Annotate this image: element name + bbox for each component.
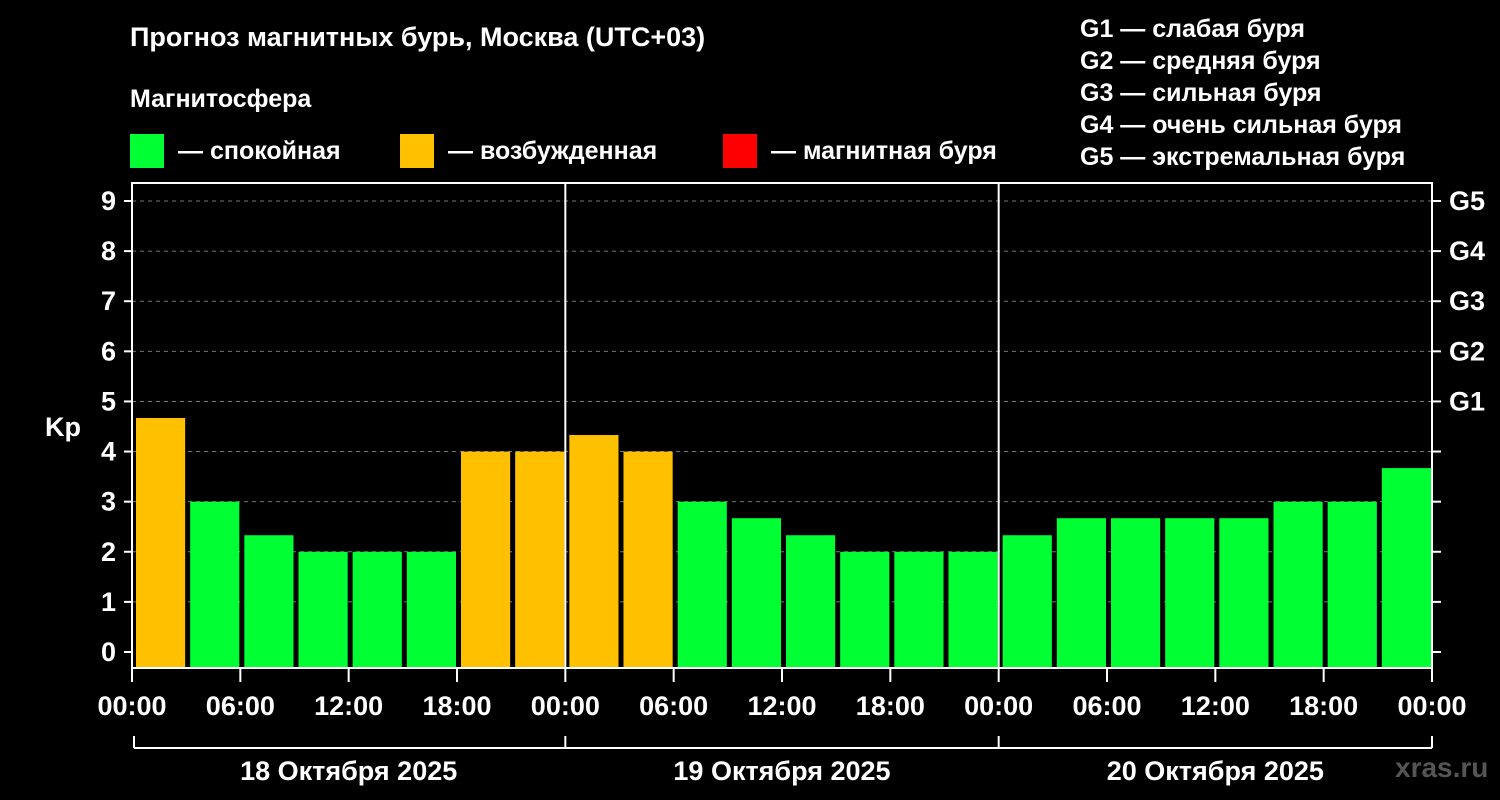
legend-swatch-quiet <box>130 134 164 168</box>
date-label-1: 19 Октября 2025 <box>673 756 890 786</box>
bar-13 <box>840 551 890 668</box>
x-tick-label-4: 00:00 <box>531 691 600 721</box>
y-tick-label-6: 6 <box>101 336 116 366</box>
g-tick-label-g3: G3 <box>1449 286 1485 316</box>
chart-title: Прогноз магнитных бурь, Москва (UTC+03) <box>130 22 706 52</box>
x-tick-label-11: 18:00 <box>1289 691 1358 721</box>
g-tick-label-g4: G4 <box>1449 236 1485 266</box>
g-legend-g4: G4 — очень сильная буря <box>1080 111 1402 139</box>
bar-16 <box>1002 535 1052 668</box>
bar-21 <box>1273 501 1323 668</box>
x-tick-label-10: 12:00 <box>1181 691 1250 721</box>
x-tick-label-7: 18:00 <box>856 691 925 721</box>
watermark: xras.ru <box>1395 752 1489 783</box>
bar-12 <box>786 535 836 668</box>
legend-swatch-storm <box>723 134 757 168</box>
bar-20 <box>1219 518 1269 668</box>
legend-label-excited: — возбужденная <box>448 136 658 165</box>
bar-17 <box>1056 518 1106 668</box>
y-tick-label-8: 8 <box>101 236 116 266</box>
legend-label-storm: — магнитная буря <box>771 136 997 165</box>
y-tick-label-2: 2 <box>101 537 116 567</box>
g-legend-g5: G5 — экстремальная буря <box>1080 143 1406 171</box>
bar-6 <box>461 451 511 668</box>
bar-18 <box>1111 518 1161 668</box>
y-tick-label-3: 3 <box>101 487 116 517</box>
x-tick-label-0: 00:00 <box>97 691 166 721</box>
bar-2 <box>244 535 294 668</box>
x-tick-label-6: 12:00 <box>747 691 816 721</box>
bar-22 <box>1327 501 1377 668</box>
bar-14 <box>894 551 944 668</box>
y-tick-label-9: 9 <box>101 186 116 216</box>
g-tick-label-g5: G5 <box>1449 186 1485 216</box>
g-legend-g1: G1 — слабая буря <box>1080 15 1306 43</box>
legend-item-storm: — магнитная буря <box>723 134 997 168</box>
g-tick-label-g1: G1 <box>1449 386 1485 416</box>
date-label-0: 18 Октября 2025 <box>240 756 457 786</box>
bar-11 <box>731 518 781 668</box>
x-tick-label-9: 06:00 <box>1072 691 1141 721</box>
g-legend-g2: G2 — средняя буря <box>1080 47 1321 75</box>
bar-0 <box>136 417 186 668</box>
g-legend-g3: G3 — сильная буря <box>1080 79 1322 107</box>
y-tick-label-7: 7 <box>101 286 116 316</box>
legend-swatch-excited <box>400 134 434 168</box>
bar-8 <box>569 435 619 668</box>
y-tick-label-5: 5 <box>101 386 116 416</box>
y-tick-label-0: 0 <box>101 637 116 667</box>
x-tick-label-2: 12:00 <box>314 691 383 721</box>
g-scale-legend: G1 — слабая буря G2 — средняя буря G3 — … <box>1080 13 1405 173</box>
legend-item-excited: — возбужденная <box>400 134 657 168</box>
x-tick-label-1: 06:00 <box>206 691 275 721</box>
bar-10 <box>677 501 727 668</box>
x-tick-label-5: 06:00 <box>639 691 708 721</box>
y-axis-label: Kp <box>45 412 81 442</box>
bar-5 <box>406 551 456 668</box>
x-tick-label-8: 00:00 <box>964 691 1033 721</box>
x-tick-label-3: 18:00 <box>422 691 491 721</box>
y-tick-label-4: 4 <box>101 437 116 467</box>
magnetosphere-subtitle: Магнитосфера <box>130 85 312 113</box>
bar-7 <box>515 451 565 668</box>
y-tick-label-1: 1 <box>101 587 116 617</box>
bar-3 <box>298 551 348 668</box>
bar-15 <box>948 551 998 668</box>
bar-4 <box>352 551 402 668</box>
x-tick-label-12: 00:00 <box>1397 691 1466 721</box>
bar-1 <box>190 501 240 668</box>
bar-23 <box>1381 468 1431 668</box>
bar-9 <box>623 451 673 668</box>
bar-19 <box>1165 518 1215 668</box>
legend-item-quiet: — спокойная <box>130 134 341 168</box>
legend-label-quiet: — спокойная <box>178 136 341 165</box>
date-label-2: 20 Октября 2025 <box>1107 756 1324 786</box>
g-tick-label-g2: G2 <box>1449 336 1485 366</box>
